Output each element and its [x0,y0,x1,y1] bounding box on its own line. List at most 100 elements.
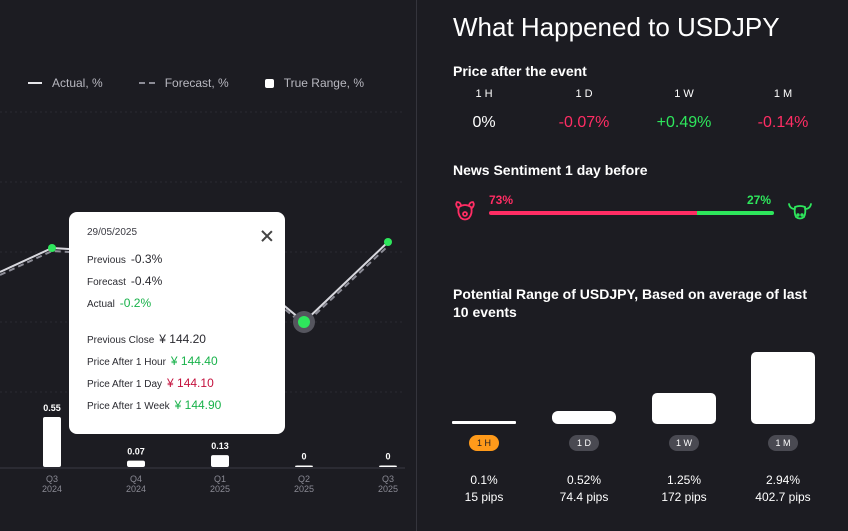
range-pips: 172 pips [661,490,707,504]
tooltip-after-1h-label: Price After 1 Hour [87,357,166,368]
price-change-1d: 1 D -0.07% [539,88,629,132]
tooltip-after-1w-label: Price After 1 Week [87,401,170,412]
tooltip-after-1h-value: ¥ 144.40 [170,354,218,368]
summary-panel: What Happened to USDJPY Price after the … [417,0,848,531]
actual-point[interactable] [384,238,392,246]
x-tick-year: 2025 [294,484,314,494]
x-tick-quarter: Q2 [298,474,310,484]
range-pips: 74.4 pips [559,490,609,504]
bar-value-label: 0.13 [211,441,229,451]
tooltip-forecast-value: -0.4% [130,274,163,288]
range-tab-1h[interactable]: 1 H [469,435,499,451]
tooltip-after-1d-label: Price After 1 Day [87,379,163,390]
price-change-value: -0.14% [757,114,809,131]
legend-actual[interactable]: Actual, % [28,76,103,90]
page-title: What Happened to USDJPY [453,12,780,42]
square-icon [264,78,274,88]
price-change-value: +0.49% [656,114,712,131]
range-percent: 0.1% [470,473,498,487]
true-range-bar[interactable] [211,455,229,467]
range-pips: 15 pips [464,490,504,504]
bar-value-label: 0 [385,452,390,462]
range-section-title: Potential Range of USDJPY, Based on aver… [453,286,807,320]
tooltip-after-1h: Price After 1 Hour ¥ 144.40 [87,354,267,376]
price-change-value: -0.07% [558,114,610,131]
x-tick-quarter: Q4 [130,474,142,484]
true-range-bar[interactable] [43,417,61,467]
tooltip-forecast: Forecast -0.4% [87,274,267,296]
legend-forecast-label: Forecast, % [164,76,229,90]
tooltip-forecast-label: Forecast [87,277,126,288]
sentiment-bar [489,211,774,215]
actual-point[interactable] [48,244,56,252]
bullish-percent: 27% [747,193,772,207]
tooltip-previous-label: Previous [87,255,126,266]
true-range-bar[interactable] [127,460,145,467]
tooltip-previous: Previous -0.3% [87,252,267,274]
range-bar [652,393,716,424]
x-tick-year: 2024 [42,484,62,494]
price-change-1w: 1 W +0.49% [639,88,729,132]
range-tab-1w[interactable]: 1 W [669,435,699,451]
tooltip-prev-close-value: ¥ 144.20 [159,332,206,346]
range-tab-1d[interactable]: 1 D [569,435,599,451]
range-tab-1m[interactable]: 1 M [768,435,798,451]
range-value: 0.1% 15 pips [439,472,529,506]
range-bar [552,411,616,424]
range-bar [751,352,815,424]
tooltip-actual-label: Actual [87,299,115,310]
history-chart-panel: 0.55 0.07 0.13 0 0 Q3 2024 Q4 2024 Q1 2025 Q2 2025 Q… [0,0,416,531]
range-bar [452,421,516,424]
tooltip-after-1d-value: ¥ 144.10 [167,376,214,390]
price-change-label: 1 W [674,88,694,100]
x-tick-year: 2024 [126,484,146,494]
x-tick-year: 2025 [378,484,398,494]
bear-icon [455,201,475,221]
price-change-1h: 1 H 0% [439,88,529,132]
x-tick-quarter: Q1 [214,474,226,484]
legend-range-label: True Range, % [283,76,364,90]
true-range-bar[interactable] [295,465,313,468]
dashed-line-icon [138,82,155,84]
sentiment-bear-fill [489,211,698,215]
tooltip-actual-value: -0.2% [119,296,152,310]
tooltip-after-1w-value: ¥ 144.90 [174,398,222,412]
x-tick-year: 2025 [210,484,230,494]
close-icon[interactable] [261,230,273,242]
tooltip-previous-value: -0.3% [130,252,163,266]
range-pips: 402.7 pips [755,490,811,504]
range-percent: 2.94% [765,473,801,487]
range-value: 2.94% 402.7 pips [738,472,828,506]
true-range-bar[interactable] [379,465,397,468]
price-section-title: Price after the event [453,63,587,79]
legend-actual-label: Actual, % [52,76,103,90]
range-percent: 0.52% [566,473,602,487]
bar-value-label: 0.07 [127,447,145,457]
panel-divider [416,0,417,531]
tooltip-date: 29/05/2025 [87,227,138,238]
bar-value-label: 0.55 [43,403,61,413]
price-change-label: 1 D [575,88,593,100]
bearish-percent: 73% [489,193,514,207]
tooltip-prev-close: Previous Close ¥ 144.20 [87,332,267,354]
tooltip-after-1d: Price After 1 Day ¥ 144.10 [87,376,267,398]
range-value: 1.25% 172 pips [639,472,729,506]
range-percent: 1.25% [666,473,702,487]
price-change-value: 0% [472,114,496,131]
true-range-bars: 0.55 0.07 0.13 0 0 [43,403,397,467]
bar-value-label: 0 [301,452,306,462]
sentiment-section-title: News Sentiment 1 day before [453,162,648,178]
price-change-1m: 1 M -0.14% [738,88,828,132]
legend-forecast[interactable]: Forecast, % [138,76,229,90]
legend-true-range[interactable]: True Range, % [264,76,364,90]
price-change-label: 1 H [475,88,493,100]
x-tick-quarter: Q3 [382,474,394,484]
selected-point[interactable] [298,316,310,328]
tooltip-after-1w: Price After 1 Week ¥ 144.90 [87,398,267,420]
event-tooltip: 29/05/2025 Previous -0.3% Forecast -0.4% A… [69,212,285,434]
solid-line-icon [28,82,42,84]
tooltip-prev-close-label: Previous Close [87,335,155,346]
chart-legend: Actual, % Forecast, % True Range, % [28,76,400,90]
range-value: 0.52% 74.4 pips [539,472,629,506]
